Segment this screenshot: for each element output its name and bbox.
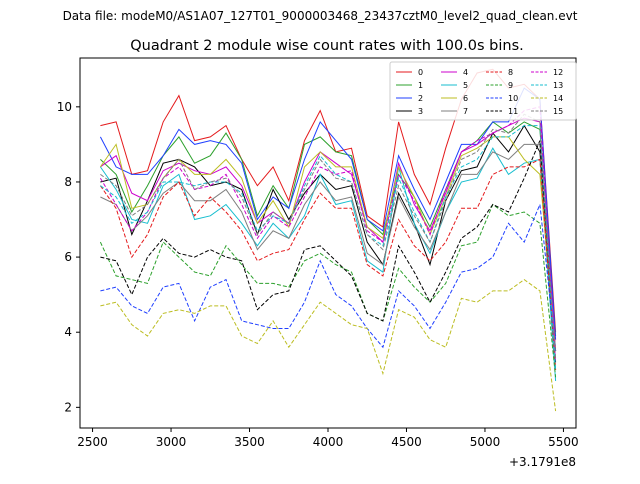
axis-ticks: 2500 3000 3500 4000 4500 5000 5500 2 4 6 8 10	[57, 100, 579, 449]
legend-label-1: 1	[418, 81, 423, 90]
series-line-2	[99, 87, 557, 340]
series-line-1	[100, 121, 557, 337]
series-line-15	[100, 113, 557, 359]
legend-label-6: 6	[463, 94, 468, 103]
legend-label-14: 14	[553, 94, 563, 103]
series-line-11	[100, 140, 557, 363]
legend-label-11: 11	[508, 107, 518, 116]
plot-area	[99, 68, 557, 412]
series-line-5	[99, 147, 557, 382]
x-tick-label: 3500	[234, 435, 265, 449]
series-line-14	[100, 278, 557, 412]
y-tick-label: 10	[57, 100, 72, 114]
series-line-10	[100, 204, 557, 352]
x-tick-label: 5000	[470, 435, 501, 449]
series-line-8	[99, 158, 557, 370]
legend-label-2: 2	[418, 94, 423, 103]
series-line-4	[100, 117, 557, 352]
x-tick-label: 3000	[156, 435, 187, 449]
series-line-12	[99, 106, 557, 363]
legend-label-9: 9	[508, 81, 513, 90]
legend-label-4: 4	[463, 68, 468, 77]
figure-suptitle: Data file: modeM0/AS1A07_127T01_90000034…	[63, 9, 578, 23]
chart-title: Quadrant 2 module wise count rates with …	[130, 38, 524, 54]
x-tick-label: 5500	[548, 435, 579, 449]
legend-label-3: 3	[418, 107, 423, 116]
legend-label-15: 15	[553, 107, 563, 116]
legend-label-8: 8	[508, 68, 513, 77]
legend-label-12: 12	[553, 68, 563, 77]
y-tick-label: 2	[64, 400, 72, 414]
legend-label-13: 13	[553, 81, 563, 90]
legend-label-7: 7	[463, 107, 468, 116]
y-tick-label: 8	[64, 175, 72, 189]
legend-label-0: 0	[418, 68, 423, 77]
series-line-9	[99, 203, 557, 378]
legend-box	[389, 61, 577, 121]
x-tick-label: 2500	[77, 435, 108, 449]
legend-label-5: 5	[463, 81, 468, 90]
legend-label-10: 10	[508, 94, 518, 103]
x-tick-label: 4000	[313, 435, 344, 449]
y-tick-label: 4	[64, 325, 72, 339]
x-offset-label: +3.1791e8	[509, 455, 576, 469]
series-line-3	[100, 124, 557, 352]
series-line-13	[100, 125, 557, 370]
x-tick-label: 4500	[391, 435, 422, 449]
y-tick-label: 6	[64, 250, 72, 264]
